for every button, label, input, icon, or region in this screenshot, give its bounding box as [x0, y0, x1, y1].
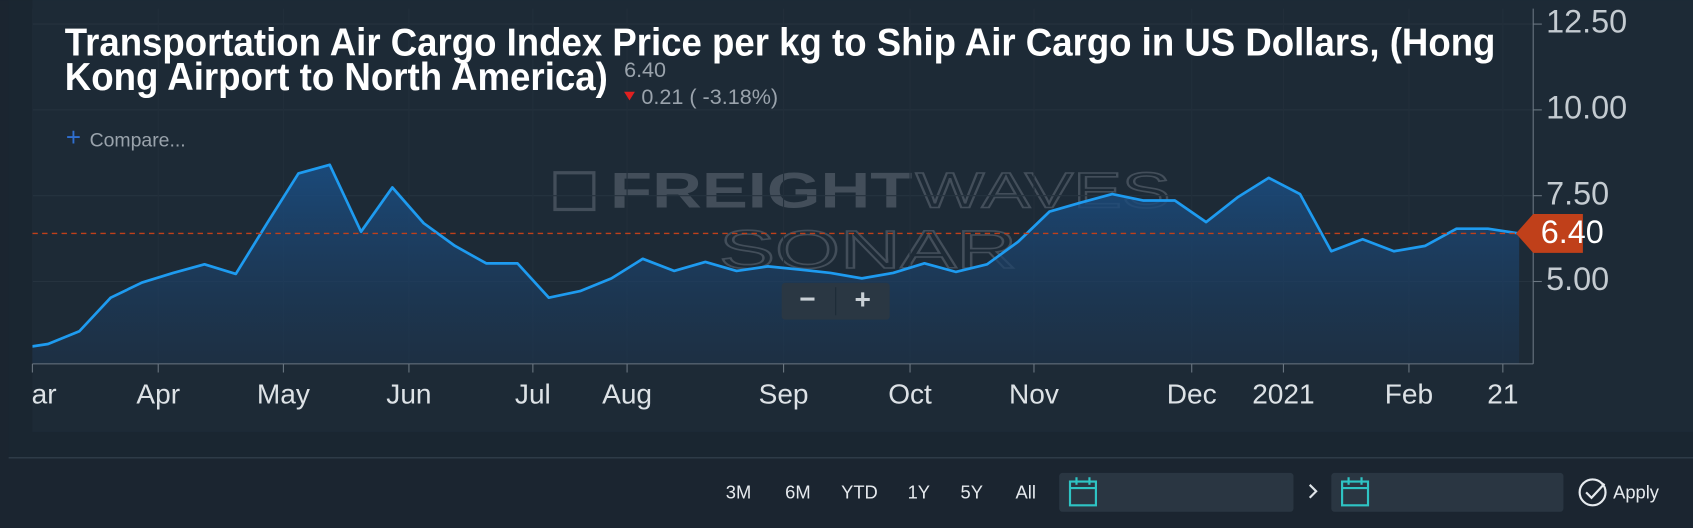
y-tick-label: 10.00 [1546, 89, 1627, 125]
line [32, 163, 1520, 348]
range-button[interactable]: YTD [841, 481, 878, 502]
x-tick-label: Jul [515, 379, 551, 410]
watermark-logo [553, 171, 596, 212]
x-tick-label: Apr [136, 379, 180, 410]
calendar-icon [1341, 477, 1370, 507]
calendar-icon [1068, 477, 1097, 507]
chart-title: Transportation Air Cargo Index Price per… [65, 22, 1496, 65]
zoom-in[interactable]: + [855, 284, 871, 315]
x-tick-label: Nov [1009, 379, 1059, 410]
y-tick-label: 7.50 [1546, 175, 1609, 211]
x-tick-labels: Mar Apr May Jun Jul Aug Sep Oct Nov Dec 2021 Feb 21 [8, 379, 1518, 410]
compare-button[interactable]: Compare... [90, 130, 186, 152]
x-tick-label: Sep [759, 379, 809, 410]
apply-icon [1578, 478, 1607, 507]
x-tick-label: Mar [8, 379, 56, 410]
area [32, 164, 1520, 364]
range-buttons: 3M 6M YTD 1Y 5Y All [726, 481, 1036, 502]
apply-button[interactable]: Apply [1613, 481, 1660, 502]
price-badge-label: 6.40 [1541, 214, 1604, 250]
price-badge [1515, 214, 1583, 253]
x-tick-label: Jun [386, 379, 431, 410]
zoom-out[interactable]: − [799, 284, 815, 315]
plot [32, 8, 1534, 364]
range-button[interactable]: All [1016, 481, 1036, 502]
start-date-input[interactable] [1059, 472, 1294, 512]
x-tick-label: 21 [1487, 379, 1518, 410]
range-button[interactable]: 5Y [961, 481, 983, 502]
watermark-text: FREIGHT [610, 162, 912, 218]
down-arrow [624, 91, 635, 101]
y-tick-label: 12.50 [1546, 4, 1627, 40]
x-tick-label: May [257, 379, 310, 410]
range-button[interactable]: 1Y [908, 481, 930, 502]
range-button[interactable]: 6M [785, 481, 810, 502]
change: 0.21 ( -3.18%) [641, 84, 778, 109]
x-tick-label: Aug [602, 379, 652, 410]
y-tick-label: 5.00 [1546, 261, 1609, 297]
x-tick-label: Dec [1167, 379, 1217, 410]
range-arrow [1308, 484, 1318, 499]
zoom-controls: − + [781, 282, 890, 320]
x-tick-label: Feb [1385, 379, 1433, 410]
compare-plus: + [66, 124, 81, 152]
x-tick-label: 2021 [1252, 379, 1314, 410]
end-date-input[interactable] [1331, 472, 1564, 512]
x-tick-label: Oct [888, 379, 932, 410]
range-button[interactable]: 3M [726, 481, 751, 502]
last-value: 6.40 [624, 57, 666, 82]
chart-title: Kong Airport to North America) [65, 56, 608, 99]
